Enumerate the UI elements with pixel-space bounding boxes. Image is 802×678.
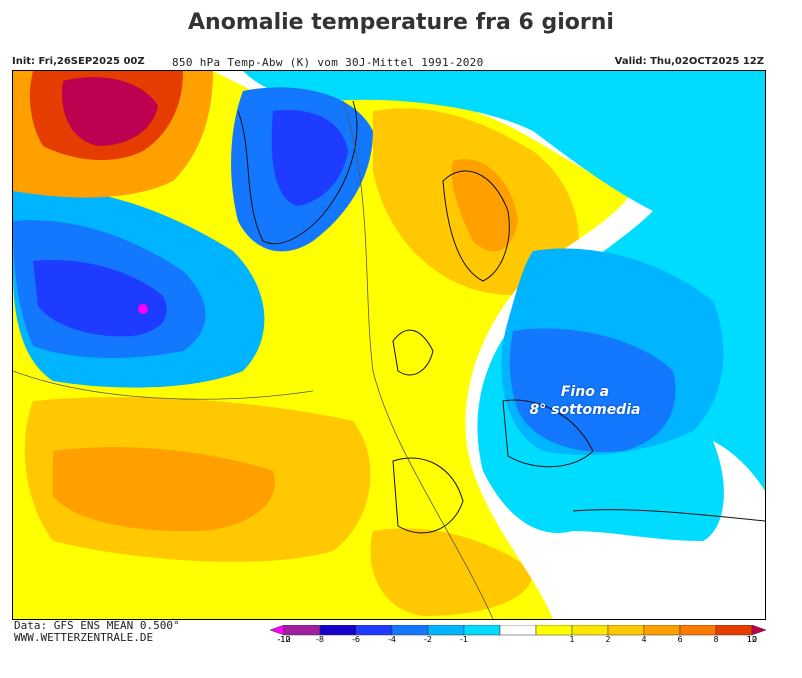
color-scale-segment <box>463 624 501 636</box>
north-africa-coast <box>572 509 765 522</box>
cold-core-labrador <box>33 260 167 337</box>
color-scale-label: -8 <box>316 635 324 644</box>
color-scale-segment <box>283 624 321 636</box>
map-meta-row: Init: Fri,26SEP2025 00Z 850 hPa Temp-Abw… <box>12 56 764 70</box>
color-scale-segment <box>571 624 609 636</box>
color-scale-label: 1 <box>569 635 575 644</box>
color-scale-label: -6 <box>352 635 360 644</box>
map-title: Anomalie temperature fra 6 giorni <box>188 10 614 35</box>
footer-credits: Data: GFS ENS MEAN 0.500° WWW.WETTERZENT… <box>14 620 180 644</box>
color-scale-label: 12 <box>746 635 758 644</box>
init-time: Init: Fri,26SEP2025 00Z <box>12 56 145 67</box>
color-scale-label: 10 <box>746 635 758 644</box>
data-source-label: Data: GFS ENS MEAN 0.500° <box>14 619 180 632</box>
color-scale-segment <box>499 624 537 636</box>
color-scale-label: 8 <box>713 635 719 644</box>
contour-lines <box>13 100 494 619</box>
color-scale-segment <box>535 624 573 636</box>
color-scale-segment <box>715 624 753 636</box>
iberia-coast <box>392 457 464 534</box>
warm-anomaly-north-africa <box>370 528 533 616</box>
annotation-line-1: Fino a <box>560 384 610 400</box>
color-scale-segment <box>269 624 285 636</box>
warm-anomaly-arctic-peak <box>62 77 158 146</box>
color-scale-label: 2 <box>605 635 611 644</box>
valid-time: Valid: Thu,02OCT2025 12Z <box>614 56 764 67</box>
color-scale-segment <box>607 624 645 636</box>
color-scale-segment <box>679 624 717 636</box>
color-scale-segment <box>355 624 393 636</box>
website-label: WWW.WETTERZENTRALE.DE <box>14 631 154 644</box>
cold-anomaly-annotation: Fino a 8° sottomedia <box>525 383 645 419</box>
anomaly-map-graphic <box>13 71 765 619</box>
color-scale-legend: -12 -10 -8 -6 -4 -2 -1 1 2 4 6 8 10 12 <box>269 622 767 648</box>
color-scale-label: 4 <box>641 635 647 644</box>
color-scale-label: -1 <box>460 635 468 644</box>
mediterranean-coast <box>502 399 594 468</box>
color-scale-bar <box>269 624 767 636</box>
annotation-line-2: 8° sottomedia <box>529 402 641 418</box>
warm-core-norway <box>451 159 518 252</box>
cold-core-greenland <box>271 110 348 206</box>
color-scale-segment <box>319 624 357 636</box>
color-scale-label: -12 <box>277 635 291 644</box>
color-scale-label: 6 <box>677 635 683 644</box>
color-scale-segment <box>643 624 681 636</box>
color-scale-label: -10 <box>277 635 291 644</box>
extreme-cold-spot <box>138 304 148 314</box>
color-scale-segment <box>427 624 465 636</box>
color-scale-segment <box>391 624 429 636</box>
color-scale-label: -4 <box>388 635 396 644</box>
scandinavia-coast <box>442 170 510 282</box>
contour-line-central <box>342 100 494 619</box>
greenland-coast <box>237 100 358 245</box>
color-scale-label: -2 <box>424 635 432 644</box>
field-description: 850 hPa Temp-Abw (K) vom 30J-Mittel 1991… <box>172 56 484 69</box>
cold-anomaly-italy-balkans <box>509 328 676 452</box>
warm-core-atlantic <box>53 447 275 532</box>
color-scale-segment <box>751 624 767 636</box>
british-isles-coast <box>392 329 434 376</box>
contour-line-atlantic <box>13 370 314 400</box>
coastlines <box>237 100 765 534</box>
temperature-anomaly-map: Fino a 8° sottomedia <box>12 70 766 620</box>
